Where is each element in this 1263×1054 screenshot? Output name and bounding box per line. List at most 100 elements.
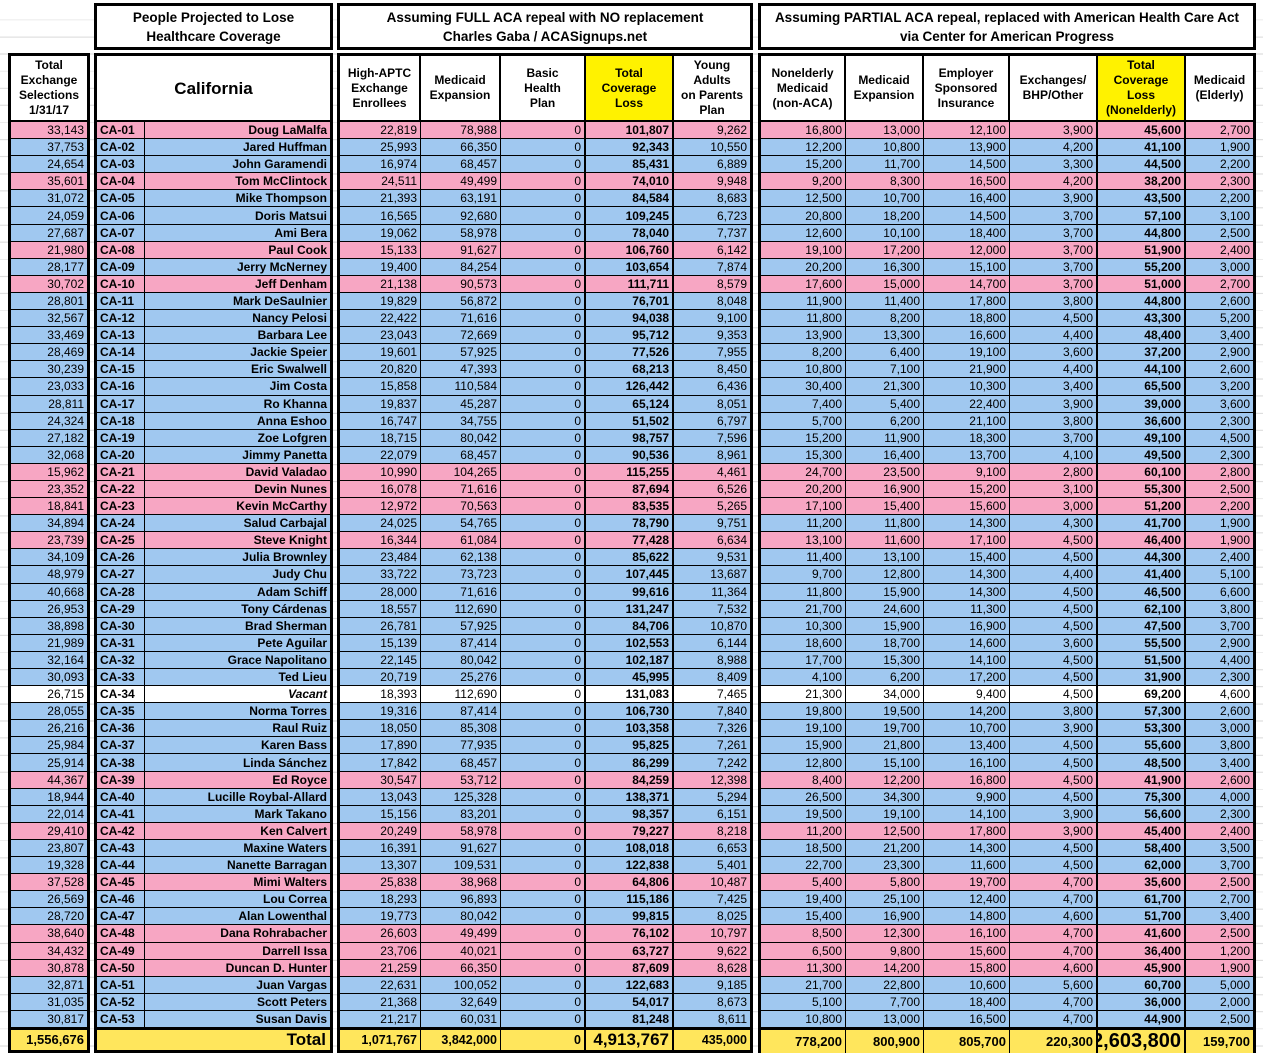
- value-cell[interactable]: 138,371: [586, 788, 674, 805]
- exchange-selections-cell[interactable]: 26,216: [47, 721, 84, 736]
- value-cell[interactable]: 4,500: [1010, 737, 1098, 754]
- value-cell[interactable]: 12,600: [761, 224, 846, 241]
- value-cell[interactable]: 1,900: [1219, 533, 1250, 548]
- value-cell[interactable]: 66,350: [421, 139, 501, 156]
- value-cell[interactable]: 0: [501, 1010, 586, 1027]
- value-cell[interactable]: 6,142: [716, 242, 747, 257]
- value-cell[interactable]: 51,900: [1098, 241, 1186, 258]
- value-cell[interactable]: 58,400: [1098, 839, 1186, 857]
- value-cell[interactable]: 0: [501, 532, 586, 549]
- district-cell[interactable]: CA-20: [97, 446, 145, 463]
- value-cell[interactable]: 0: [501, 395, 586, 412]
- exchange-selections-cell[interactable]: 30,239: [47, 362, 84, 377]
- value-cell[interactable]: 32,649: [421, 993, 501, 1010]
- value-cell[interactable]: 0: [501, 275, 586, 292]
- value-cell[interactable]: 94,038: [586, 310, 674, 327]
- value-cell[interactable]: 12,000: [924, 241, 1010, 258]
- value-cell[interactable]: 85,431: [586, 156, 674, 173]
- value-cell[interactable]: 40,021: [421, 942, 501, 959]
- value-cell[interactable]: 16,900: [846, 908, 924, 925]
- district-cell[interactable]: CA-42: [97, 822, 145, 839]
- value-cell[interactable]: 3,400: [1219, 909, 1250, 924]
- value-cell[interactable]: 73,723: [421, 566, 501, 583]
- value-cell[interactable]: 3,000: [1219, 721, 1250, 736]
- district-cell[interactable]: CA-33: [97, 669, 145, 686]
- value-cell[interactable]: 0: [501, 480, 586, 498]
- total-row[interactable]: 1,071,767 3,842,000 0 4,913,767 435,000: [340, 1027, 750, 1050]
- value-cell[interactable]: 16,391: [340, 839, 421, 857]
- district-cell[interactable]: CA-13: [97, 327, 145, 344]
- value-cell[interactable]: 112,690: [421, 600, 501, 617]
- value-cell[interactable]: 20,249: [340, 822, 421, 839]
- value-cell[interactable]: 0: [501, 839, 586, 857]
- value-cell[interactable]: 3,400: [1010, 378, 1098, 395]
- value-cell[interactable]: 7,425: [716, 892, 747, 907]
- value-cell[interactable]: 8,988: [716, 652, 747, 667]
- value-cell[interactable]: 41,600: [1098, 925, 1186, 942]
- value-cell[interactable]: 2,300: [1219, 447, 1250, 462]
- value-cell[interactable]: 15,300: [761, 446, 846, 463]
- value-cell[interactable]: 16,400: [846, 446, 924, 463]
- exchange-selections-cell[interactable]: 40,668: [47, 584, 84, 599]
- district-cell[interactable]: CA-09: [97, 258, 145, 275]
- value-cell[interactable]: 20,719: [340, 669, 421, 686]
- exchange-selections-cell[interactable]: 25,984: [47, 738, 84, 753]
- value-cell[interactable]: 48,400: [1098, 327, 1186, 344]
- value-cell[interactable]: 95,825: [586, 737, 674, 754]
- value-cell[interactable]: 0: [501, 737, 586, 754]
- value-cell[interactable]: 18,600: [761, 634, 846, 651]
- value-cell[interactable]: 21,393: [340, 190, 421, 207]
- value-cell[interactable]: 44,100: [1098, 361, 1186, 378]
- value-cell[interactable]: 99,815: [586, 908, 674, 925]
- value-cell[interactable]: 16,500: [924, 1010, 1010, 1027]
- value-cell[interactable]: 76,701: [586, 292, 674, 310]
- value-cell[interactable]: 6,200: [846, 669, 924, 686]
- representative-cell[interactable]: Tom McClintock: [235, 174, 327, 189]
- value-cell[interactable]: 8,218: [716, 823, 747, 838]
- value-cell[interactable]: 131,247: [586, 600, 674, 617]
- value-cell[interactable]: 21,138: [340, 275, 421, 292]
- value-cell[interactable]: 16,078: [340, 480, 421, 498]
- value-cell[interactable]: 30,547: [340, 771, 421, 788]
- value-cell[interactable]: 9,200: [761, 173, 846, 190]
- value-cell[interactable]: 4,400: [1010, 566, 1098, 583]
- value-cell[interactable]: 11,400: [846, 292, 924, 310]
- value-cell[interactable]: 17,700: [761, 651, 846, 668]
- value-cell[interactable]: 19,400: [340, 258, 421, 275]
- value-cell[interactable]: 4,500: [1010, 651, 1098, 668]
- value-cell[interactable]: 24,025: [340, 515, 421, 532]
- value-cell[interactable]: 96,893: [421, 891, 501, 908]
- value-cell[interactable]: 51,000: [1098, 275, 1186, 292]
- value-cell[interactable]: 0: [501, 173, 586, 190]
- value-cell[interactable]: 17,200: [924, 669, 1010, 686]
- value-cell[interactable]: 84,584: [586, 190, 674, 207]
- value-cell[interactable]: 10,990: [340, 463, 421, 480]
- value-cell[interactable]: 55,600: [1098, 737, 1186, 754]
- value-cell[interactable]: 3,000: [1219, 259, 1250, 274]
- value-cell[interactable]: 15,400: [761, 908, 846, 925]
- value-cell[interactable]: 18,400: [924, 224, 1010, 241]
- value-cell[interactable]: 80,042: [421, 429, 501, 446]
- value-cell[interactable]: 4,500: [1010, 600, 1098, 617]
- value-cell[interactable]: 62,100: [1098, 600, 1186, 617]
- value-cell[interactable]: 20,200: [761, 258, 846, 275]
- value-cell[interactable]: 10,600: [924, 976, 1010, 993]
- value-cell[interactable]: 7,100: [846, 361, 924, 378]
- value-cell[interactable]: 16,344: [340, 532, 421, 549]
- value-cell[interactable]: 0: [501, 566, 586, 583]
- value-cell[interactable]: 102,553: [586, 634, 674, 651]
- value-cell[interactable]: 56,872: [421, 292, 501, 310]
- value-cell[interactable]: 38,200: [1098, 173, 1186, 190]
- representative-cell[interactable]: Mike Thompson: [235, 191, 327, 206]
- value-cell[interactable]: 10,797: [710, 926, 747, 941]
- value-cell[interactable]: 83,201: [421, 805, 501, 822]
- value-cell[interactable]: 48,500: [1098, 754, 1186, 771]
- value-cell[interactable]: 6,797: [716, 413, 747, 428]
- value-cell[interactable]: 112,690: [421, 686, 501, 703]
- value-cell[interactable]: 72,669: [421, 327, 501, 344]
- value-cell[interactable]: 3,600: [1219, 396, 1250, 411]
- value-cell[interactable]: 115,255: [586, 463, 674, 480]
- value-cell[interactable]: 15,400: [846, 498, 924, 515]
- value-cell[interactable]: 14,600: [924, 634, 1010, 651]
- representative-cell[interactable]: Mark DeSaulnier: [232, 293, 327, 308]
